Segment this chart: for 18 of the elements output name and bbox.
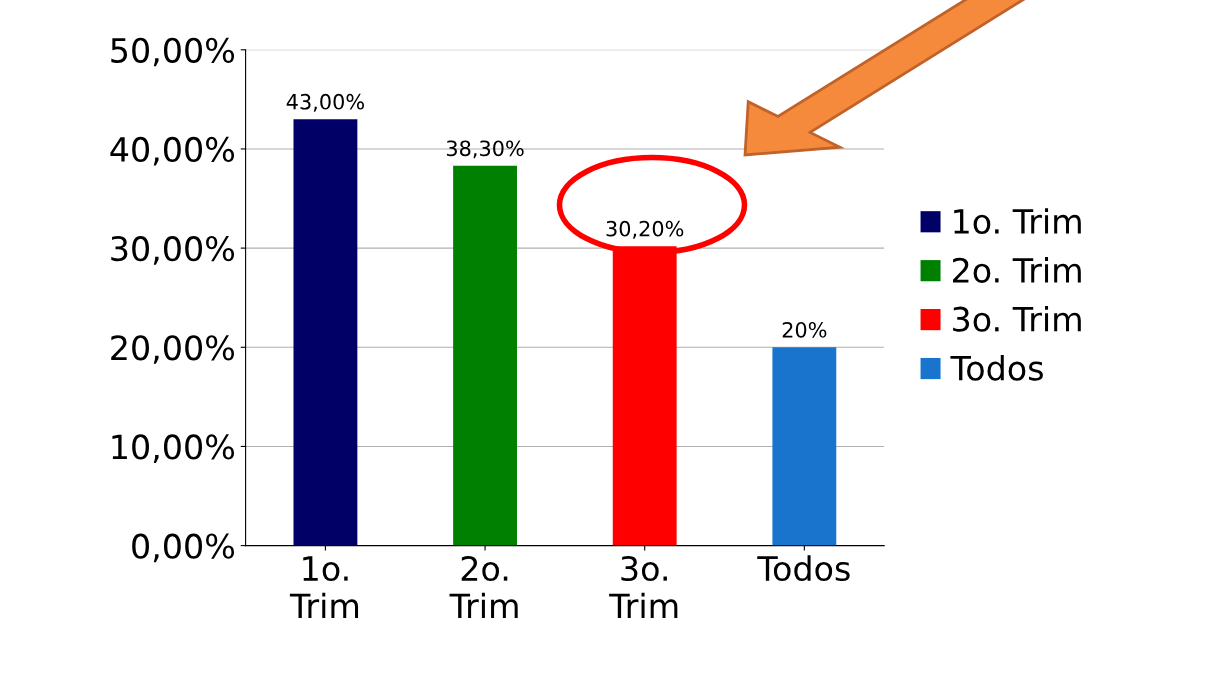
y-tick-label: 50,00% bbox=[111, 37, 235, 67]
y-tick-label: 0,00% bbox=[132, 533, 235, 563]
data-label: 30,20% bbox=[606, 220, 684, 239]
x-tick-label: 1o. Trim bbox=[289, 556, 359, 618]
legend-label: 2o. Trim bbox=[952, 257, 1081, 283]
data-label: 43,00% bbox=[286, 93, 364, 112]
legend-label: 3o. Trim bbox=[953, 306, 1081, 332]
y-tick-label: 40,00% bbox=[110, 136, 235, 166]
data-label: 38,30% bbox=[446, 140, 524, 159]
y-tick-label: 30,00% bbox=[111, 236, 235, 265]
legend-label: 1o. Trim bbox=[954, 208, 1081, 234]
y-tick-label: 10,00% bbox=[112, 434, 235, 463]
y-tick-label: 20,00% bbox=[111, 335, 235, 364]
x-tick-label: 2o. Trim bbox=[449, 555, 518, 618]
x-tick-label: 3o. Trim bbox=[609, 555, 678, 618]
legend-label: Todos bbox=[950, 354, 1043, 381]
x-tick-label: Todos bbox=[757, 555, 850, 582]
data-label: 20% bbox=[782, 321, 827, 338]
